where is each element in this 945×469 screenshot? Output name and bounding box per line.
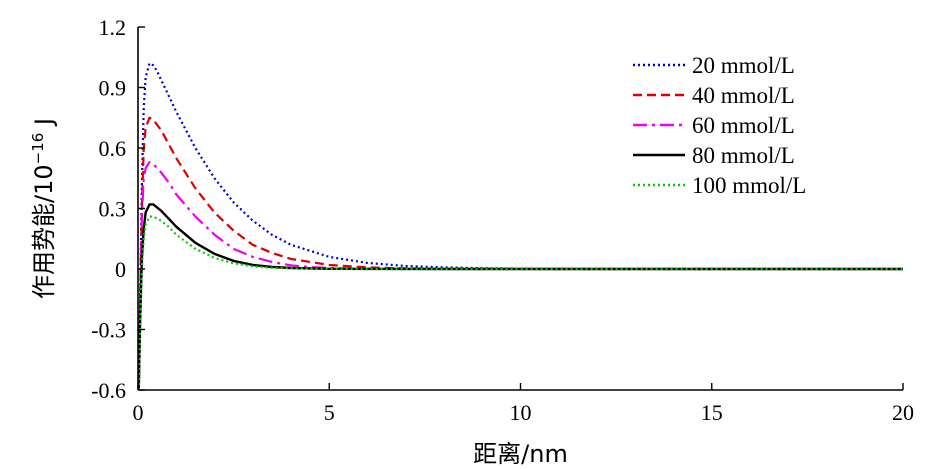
legend-label: 40 mmol/L <box>692 83 795 108</box>
y-axis-title-exponent: −16 <box>29 133 47 165</box>
x-tick-label: 5 <box>324 400 335 425</box>
legend-label: 60 mmol/L <box>692 113 795 138</box>
y-axis-title: 作用势能/10−16 J <box>29 118 58 299</box>
axes <box>137 27 903 391</box>
y-tick-label: 0.6 <box>99 136 127 161</box>
x-axis-title: 距离/nm <box>473 440 568 468</box>
x-tick-label: 0 <box>133 400 144 425</box>
legend: 20 mmol/L 40 mmol/L 60 mmol/L 80 mmol/L 100 … <box>633 53 806 198</box>
series-line <box>137 215 903 391</box>
y-axis-title-unit: J <box>30 118 58 133</box>
series-lines <box>137 62 904 391</box>
y-tick-label: 1.2 <box>99 15 127 40</box>
legend-label: 100 mmol/L <box>692 173 806 198</box>
x-tick-label: 20 <box>892 400 914 425</box>
y-axis-title-main: 作用势能/10 <box>30 164 58 299</box>
y-tick-label: -0.3 <box>91 318 126 343</box>
x-tick-label: 15 <box>701 400 723 425</box>
y-tick-label: -0.6 <box>91 378 126 403</box>
ticks: 0 5 10 15 20 -0.6 -0.3 0 0.3 0.6 0.9 1.2 <box>91 15 914 425</box>
series-line <box>137 203 903 391</box>
y-tick-label: 0 <box>115 257 126 282</box>
x-tick-label: 10 <box>510 400 532 425</box>
y-tick-label: 0.3 <box>99 197 127 222</box>
legend-label: 20 mmol/L <box>692 53 795 78</box>
y-tick-label: 0.9 <box>99 76 127 101</box>
legend-label: 80 mmol/L <box>692 143 795 168</box>
